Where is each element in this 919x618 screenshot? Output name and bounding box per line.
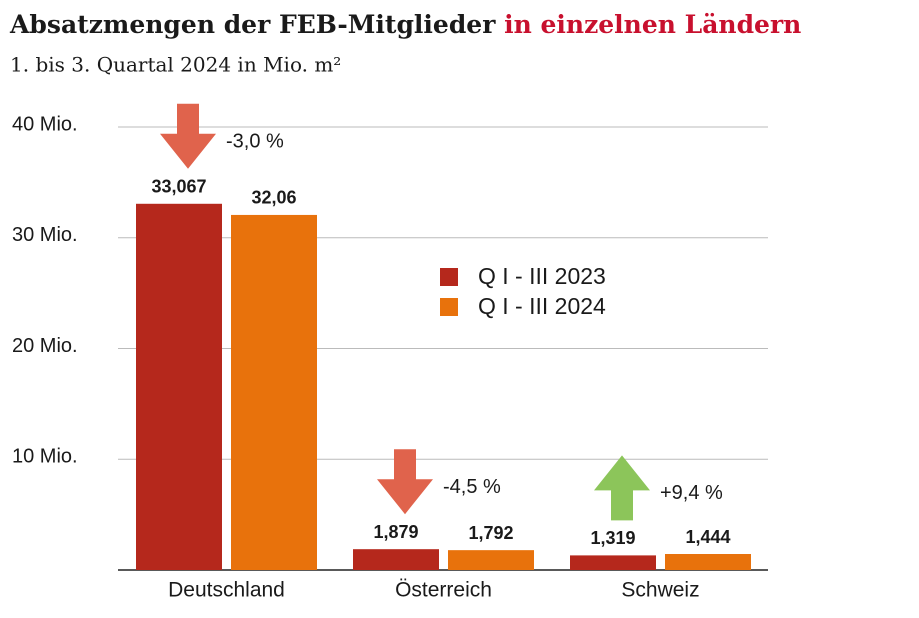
bar [136,203,222,571]
legend-swatch [440,268,458,286]
chart-title: Absatzmengen der FEB-Mitglieder in einze… [9,10,801,39]
y-tick-label: 20 Mio. [12,335,78,357]
value-label: 1,792 [468,523,513,543]
change-label: -4,5 % [443,476,501,498]
legend-swatch [440,298,458,316]
change-label: +9,4 % [660,482,723,504]
title-highlight: in einzelnen Ländern [504,10,801,39]
change-arrow [160,103,216,169]
value-label: 1,444 [685,527,730,547]
change-label: -3,0 % [226,131,284,153]
bar [353,549,439,570]
y-tick-label: 30 Mio. [12,224,78,246]
x-tick-label: Deutschland [168,579,285,602]
bar [570,555,656,570]
title-main: Absatzmengen der FEB-Mitglieder [9,10,496,39]
value-label: 33,067 [151,177,206,197]
change-arrow [377,449,433,515]
value-label: 32,06 [251,188,296,208]
legend-label: Q I - III 2024 [478,293,606,319]
y-tick-label: 40 Mio. [12,113,78,135]
legend-label: Q I - III 2023 [478,263,606,289]
y-tick-label: 10 Mio. [12,446,78,468]
value-label: 1,879 [373,522,418,542]
x-tick-label: Österreich [395,579,492,602]
bar [448,550,534,570]
x-tick-label: Schweiz [621,579,699,602]
bar [231,214,317,571]
bar [665,554,751,570]
value-label: 1,319 [590,528,635,548]
subtitle: 1. bis 3. Quartal 2024 in Mio. m² [10,53,341,77]
change-arrow [594,455,650,521]
